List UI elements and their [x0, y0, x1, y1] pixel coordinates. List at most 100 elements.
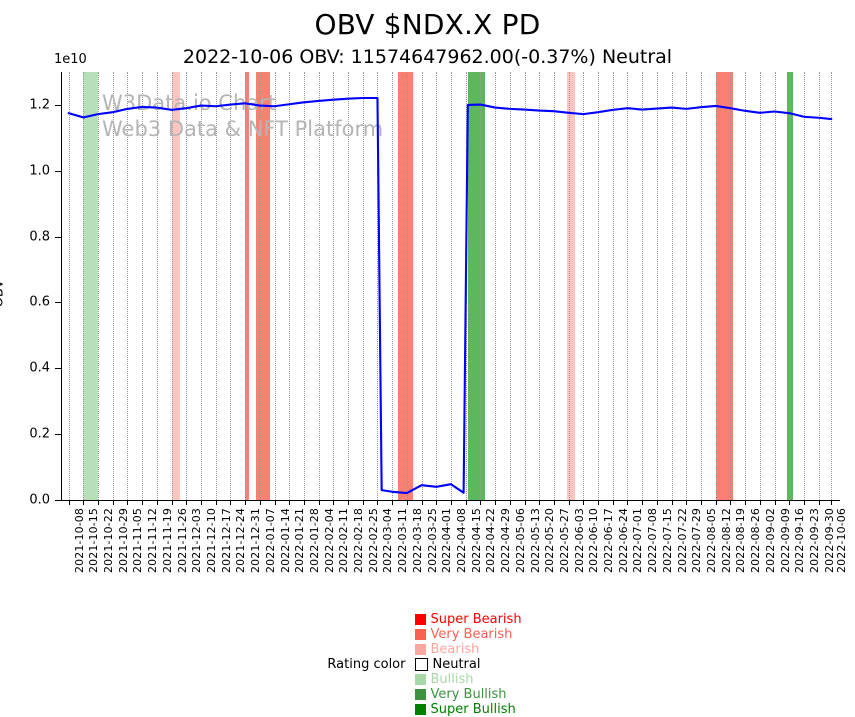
legend-entry[interactable]: Bearish [415, 642, 521, 657]
gridline [818, 72, 821, 500]
x-tick-label: 2022-03-11 [396, 508, 410, 573]
x-tick-label: 2022-03-18 [410, 508, 424, 573]
x-tick-label: 2022-06-03 [572, 508, 586, 573]
legend-label: Very Bullish [430, 687, 507, 702]
x-tick-label: 2022-07-15 [660, 508, 674, 573]
x-tick-mark [171, 500, 173, 505]
x-tick-label: 2021-12-24 [234, 508, 248, 573]
x-tick-label: 2022-09-09 [778, 508, 792, 573]
x-tick-mark [230, 500, 232, 505]
legend-swatch-icon [415, 704, 427, 715]
x-tick-label: 2021-12-10 [204, 508, 218, 573]
gridline [451, 72, 453, 500]
x-tick-mark [539, 500, 541, 505]
gridline [436, 72, 438, 500]
x-tick-label: 2021-11-05 [131, 508, 145, 573]
x-tick-label: 2022-01-07 [263, 508, 277, 573]
x-tick-mark [789, 500, 791, 505]
legend-swatch-icon [415, 629, 427, 640]
legend-entry[interactable]: Very Bullish [415, 687, 521, 702]
x-tick-mark [451, 500, 452, 505]
x-tick-label: 2021-12-31 [249, 508, 263, 573]
x-tick-mark [215, 500, 217, 505]
x-tick-mark [348, 500, 350, 505]
legend-entry[interactable]: Bullish [415, 672, 521, 687]
x-tick-label: 2022-06-10 [587, 508, 601, 573]
x-tick-label: 2022-01-21 [293, 508, 307, 573]
x-tick-mark [303, 500, 305, 505]
x-tick-label: 2022-04-15 [469, 508, 483, 573]
legend-title: Rating color [327, 657, 406, 672]
gridline [598, 72, 600, 500]
x-tick-label: 2022-04-08 [455, 508, 468, 573]
gridline [83, 72, 85, 500]
x-tick-mark [803, 500, 805, 505]
x-tick-mark [200, 500, 202, 505]
y-tick-mark [55, 170, 61, 172]
x-tick-label: 2021-12-17 [219, 508, 233, 573]
x-tick-label: 2022-06-24 [616, 508, 630, 573]
x-tick-mark [627, 500, 629, 505]
gridline [495, 72, 497, 500]
legend-entry[interactable]: Very Bearish [415, 627, 521, 642]
rating-band [245, 72, 250, 500]
x-tick-label: 2022-08-12 [719, 508, 733, 573]
x-tick-label: 2022-06-17 [602, 508, 616, 573]
legend-label: Super Bullish [430, 702, 516, 717]
rating-band [787, 72, 794, 500]
legend-label: Very Bearish [430, 627, 513, 642]
x-tick-mark [686, 500, 688, 505]
gridline [406, 72, 409, 500]
legend-swatch-icon [415, 674, 427, 685]
legend-label: Neutral [432, 657, 481, 672]
x-tick-label: 2022-02-04 [322, 508, 336, 573]
x-tick-mark [656, 500, 658, 505]
legend-label: Super Bearish [430, 612, 522, 627]
gridline [245, 72, 247, 500]
y-tick-mark [55, 104, 61, 106]
x-tick-mark [436, 500, 438, 505]
gridline [333, 72, 335, 500]
y-tick-label: 1.0 [29, 163, 50, 179]
legend-label: Bearish [430, 642, 480, 657]
x-tick-label: 2022-09-30 [822, 508, 836, 573]
legend-swatch-icon [415, 689, 427, 700]
x-tick-mark [68, 500, 70, 505]
legend-swatch-icon [415, 644, 427, 655]
x-tick-label: 2022-01-14 [278, 508, 292, 573]
x-tick-mark [245, 500, 247, 505]
rating-band [255, 72, 271, 500]
gridline [348, 72, 350, 500]
rating-band [566, 72, 575, 500]
gridline [186, 72, 188, 500]
x-tick-mark [274, 500, 276, 505]
legend-entry[interactable]: Super Bearish [415, 612, 522, 627]
x-tick-mark [392, 500, 394, 505]
gridline [230, 72, 232, 500]
x-tick-mark [759, 500, 761, 505]
x-tick-label: 2022-07-29 [690, 508, 704, 573]
gridline [98, 72, 100, 500]
x-tick-mark [480, 500, 482, 505]
x-tick-mark [377, 500, 379, 505]
legend-entry[interactable]: Super Bullish [415, 702, 521, 717]
x-tick-label: 2022-07-01 [631, 508, 645, 573]
x-tick-mark [421, 500, 423, 505]
x-tick-label: 2022-02-18 [352, 508, 366, 573]
gridline [112, 72, 115, 500]
x-tick-label: 2022-04-01 [440, 508, 454, 573]
x-tick-mark [112, 500, 114, 505]
x-tick-mark [583, 500, 585, 505]
y-tick-label: 0.8 [29, 229, 50, 245]
legend-entry[interactable]: Neutral [415, 657, 521, 672]
x-tick-mark [333, 500, 335, 505]
x-tick-mark [730, 500, 732, 505]
x-tick-label: 2021-10-15 [87, 508, 101, 573]
rating-band [171, 72, 180, 500]
x-tick-label: 2021-11-19 [160, 508, 174, 573]
gridline [156, 72, 159, 500]
gridline [730, 72, 732, 500]
x-tick-mark [524, 500, 526, 505]
legend-label: Bullish [430, 672, 474, 687]
gridline [127, 72, 129, 500]
